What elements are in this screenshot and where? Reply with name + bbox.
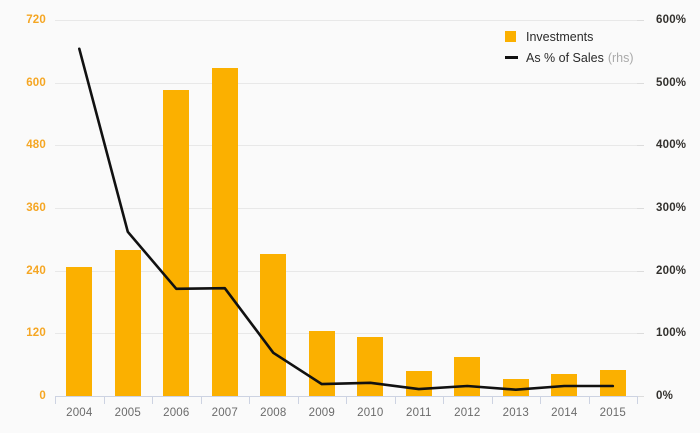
bar: [66, 267, 93, 396]
gridline: [55, 270, 637, 272]
right-axis-tick: [637, 270, 644, 272]
bar-swatch-icon: [505, 31, 516, 42]
category-axis-label: 2009: [308, 407, 335, 419]
bar: [163, 90, 190, 396]
right-axis-tick-label: 600%: [656, 14, 687, 26]
legend-label-investments: Investments: [526, 29, 594, 44]
category-axis-tick: [346, 396, 347, 404]
gridline: [55, 145, 637, 147]
right-axis-tick-label: 400%: [656, 139, 687, 152]
right-axis-tick: [637, 145, 644, 147]
right-axis-tick-label: 300%: [656, 202, 687, 214]
right-axis-tick: [637, 208, 644, 209]
category-axis-label: 2008: [260, 407, 287, 419]
legend-item-as-pct-of-sales[interactable]: As % of Sales (rhs): [505, 47, 634, 68]
category-axis-tick: [55, 396, 56, 404]
left-axis-tick-label: 600: [26, 76, 46, 89]
gridline: [55, 333, 637, 335]
category-axis-label: 2013: [502, 407, 529, 419]
bar: [551, 374, 578, 396]
category-axis-tick: [297, 396, 299, 404]
bar: [405, 370, 432, 396]
category-axis-tick: [588, 396, 590, 404]
category-axis: 2004 2005 2006 2007 2008 2009 2010 2011 2012 2013…: [55, 396, 638, 433]
legend-label-as-pct-of-sales: As % of Sales: [526, 50, 604, 65]
category-axis-tick: [491, 396, 493, 404]
category-axis-tick: [152, 396, 153, 404]
bar: [308, 331, 335, 396]
category-axis-label: 2011: [406, 407, 432, 419]
category-axis-tick: [249, 396, 250, 404]
category-axis-label: 2014: [551, 407, 578, 419]
left-axis-tick-label: 0: [39, 390, 46, 402]
legend-note-rhs: (rhs): [607, 50, 634, 65]
gridline: [55, 82, 637, 84]
bar: [357, 336, 384, 396]
category-axis-tick: [540, 396, 541, 404]
category-axis-label: 2012: [454, 407, 481, 419]
left-axis-tick-label: 120: [26, 327, 46, 340]
left-value-axis: 0 120 240 360 480 600 720: [0, 0, 46, 433]
right-axis-tick-label: 500%: [656, 76, 687, 89]
category-axis-label: 2007: [211, 407, 238, 419]
category-axis-tick: [200, 396, 202, 404]
bar: [454, 356, 481, 396]
legend: Investments As % of Sales (rhs): [505, 26, 634, 68]
right-axis-tick-label: 200%: [656, 264, 687, 277]
right-axis-tick-label: 0%: [656, 390, 674, 402]
category-axis-label: 2010: [357, 407, 384, 419]
category-axis-tick: [443, 396, 444, 404]
bar: [260, 254, 287, 396]
right-value-axis: 0% 100% 200% 300% 400% 500% 600%: [637, 0, 700, 433]
right-axis-tick: [637, 82, 644, 84]
category-axis-label: 2006: [163, 407, 190, 419]
left-axis-tick-label: 360: [26, 202, 46, 214]
category-axis-label: 2004: [66, 407, 93, 419]
gridline: [55, 20, 637, 21]
category-axis-label: 2015: [599, 407, 626, 419]
right-axis-tick-label: 100%: [656, 327, 687, 340]
right-axis-tick: [637, 333, 644, 335]
bar: [114, 250, 141, 396]
category-axis-tick: [394, 396, 396, 404]
plot-area: [55, 20, 637, 397]
category-axis-tick: [103, 396, 105, 404]
right-axis-tick: [637, 20, 644, 21]
line-swatch-icon: [505, 56, 518, 59]
right-axis-tick: [637, 396, 644, 397]
left-axis-tick-label: 240: [26, 264, 46, 277]
left-axis-tick-label: 480: [26, 139, 46, 152]
category-axis-tick: [637, 396, 638, 404]
left-axis-tick-label: 720: [26, 14, 46, 26]
bar: [502, 378, 529, 396]
gridline: [55, 208, 637, 209]
legend-item-investments[interactable]: Investments: [505, 26, 634, 47]
bar: [211, 68, 238, 396]
category-axis-label: 2005: [114, 407, 141, 419]
bar: [599, 369, 626, 396]
